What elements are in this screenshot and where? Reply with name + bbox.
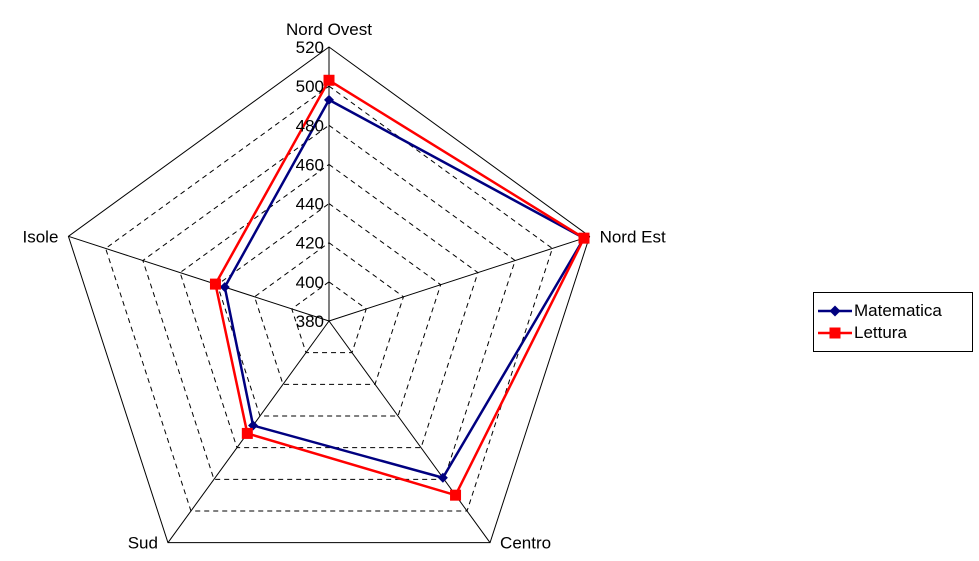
radar-category-labels: Nord Ovest Nord Est Centro Sud Isole (22, 20, 666, 553)
legend-diamond-marker-icon (818, 305, 852, 317)
spoke-5 (68, 235, 330, 322)
series-1-point-3 (437, 472, 448, 483)
r-tick-label-380: 380 (296, 312, 324, 331)
r-tick-label-440: 440 (296, 195, 324, 214)
series-2-point-5 (209, 278, 221, 290)
series-line-2 (214, 78, 586, 497)
category-label-5: Isole (22, 227, 58, 246)
grid-ring-440 (216, 202, 442, 417)
grid-ring-420 (253, 242, 405, 385)
r-tick-label-460: 460 (296, 155, 324, 174)
category-label-1: Nord Ovest (286, 20, 372, 39)
legend-square-marker-icon (818, 327, 852, 339)
spoke-3 (328, 320, 491, 543)
radar-spokes (68, 47, 590, 543)
legend-label-series-2: Lettura (854, 323, 907, 342)
series-2-point-2 (578, 232, 590, 244)
radar-tick-labels: 380 400 420 440 460 480 500 520 (296, 38, 324, 331)
series-2 (209, 74, 590, 501)
legend-item-series-1: Matematica (818, 301, 942, 321)
grid-outer-ring (67, 46, 591, 544)
spoke-2 (328, 235, 590, 322)
r-tick-label-400: 400 (296, 273, 324, 292)
r-tick-label-500: 500 (296, 77, 324, 96)
r-tick-label-420: 420 (296, 234, 324, 253)
legend-label-series-1: Matematica (854, 301, 942, 320)
series-2-point-4 (241, 427, 253, 439)
series-2-point-1 (323, 74, 335, 86)
chart-legend: Matematica Lettura (813, 292, 973, 352)
series-2-point-3 (450, 489, 462, 501)
radar-series (209, 74, 590, 501)
category-label-2: Nord Est (600, 227, 666, 246)
series-1-point-1 (324, 94, 334, 105)
series-1-point-5 (219, 282, 230, 293)
category-label-4: Sud (128, 534, 158, 553)
grid-ring-400 (291, 281, 367, 354)
legend-item-series-2: Lettura (818, 323, 907, 343)
series-line-1 (223, 98, 586, 480)
grid-ring-480 (142, 124, 516, 480)
r-tick-label-480: 480 (296, 116, 324, 135)
r-tick-label-520: 520 (296, 38, 324, 57)
category-label-3: Centro (500, 534, 551, 553)
